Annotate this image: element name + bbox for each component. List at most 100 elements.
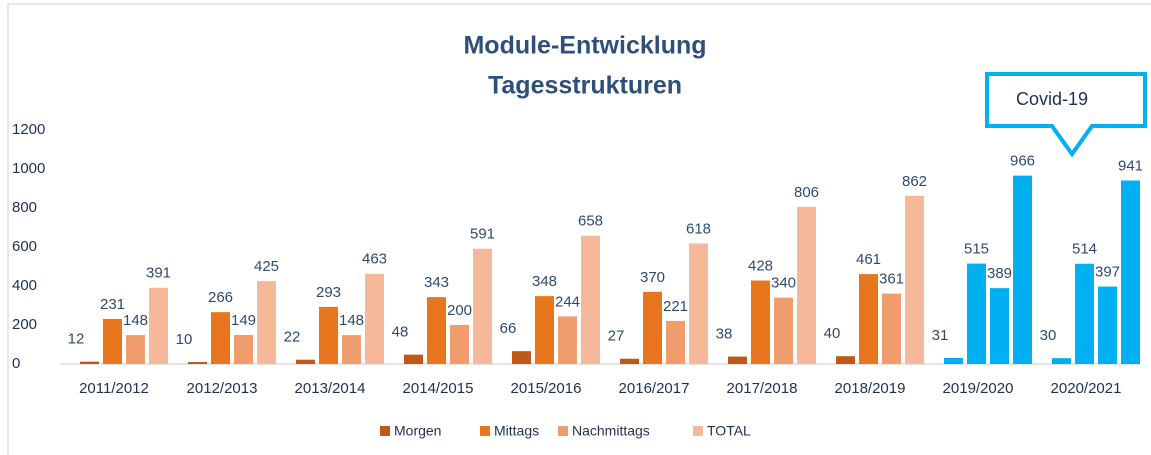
- legend-label: TOTAL: [707, 423, 751, 439]
- bar: [427, 297, 446, 364]
- bar: [365, 273, 384, 364]
- bar: [666, 320, 685, 364]
- bar: [689, 243, 708, 364]
- bar: [450, 325, 469, 364]
- value-label: 221: [663, 298, 688, 315]
- x-tick-label: 2015/2016: [511, 380, 582, 397]
- value-label: 40: [824, 325, 841, 342]
- value-label: 591: [470, 226, 495, 243]
- bar: [905, 195, 924, 364]
- value-label: 244: [555, 293, 580, 310]
- bar: [882, 293, 901, 364]
- value-label: 966: [1010, 153, 1035, 170]
- bar: [296, 359, 315, 364]
- bar: [1052, 358, 1071, 364]
- bar: [1098, 286, 1117, 364]
- bar: [103, 318, 122, 364]
- legend-swatch: [693, 426, 703, 436]
- value-label: 38: [716, 326, 733, 343]
- x-tick-label: 2020/2021: [1051, 380, 1122, 397]
- bar: [859, 274, 878, 364]
- value-label: 463: [362, 251, 387, 268]
- x-tick-label: 2016/2017: [619, 380, 690, 397]
- legend-label: Mittags: [494, 423, 539, 439]
- value-label: 200: [447, 302, 472, 319]
- x-tick-label: 2018/2019: [835, 380, 906, 397]
- y-tick-label: 1200: [12, 121, 45, 138]
- bar: [728, 356, 747, 364]
- bar: [535, 296, 554, 364]
- value-label: 48: [392, 324, 409, 341]
- value-label: 361: [879, 271, 904, 288]
- value-label: 428: [748, 258, 773, 275]
- y-tick-label: 1000: [12, 160, 45, 177]
- bar: [342, 335, 361, 364]
- x-tick-label: 2012/2013: [187, 380, 258, 397]
- value-label: 10: [176, 331, 193, 348]
- bar: [188, 362, 207, 364]
- value-label: 806: [794, 184, 819, 201]
- value-label: 231: [100, 296, 125, 313]
- value-label: 148: [123, 312, 148, 329]
- value-label: 148: [339, 312, 364, 329]
- bar: [967, 263, 986, 364]
- value-label: 27: [608, 328, 625, 345]
- y-tick-label: 800: [12, 199, 37, 216]
- bar: [126, 335, 145, 364]
- bar: [751, 280, 770, 364]
- x-tick-label: 2013/2014: [295, 380, 366, 397]
- chart-title: Module-Entwicklung: [463, 32, 706, 60]
- bar: [774, 297, 793, 364]
- bar: [836, 356, 855, 364]
- value-label: 149: [231, 312, 256, 329]
- bar: [473, 248, 492, 364]
- value-label: 515: [964, 241, 989, 258]
- bar: [404, 354, 423, 364]
- legend-label: Nachmittags: [572, 423, 650, 439]
- bar: [797, 206, 816, 364]
- bar: [149, 287, 168, 364]
- value-label: 293: [316, 284, 341, 301]
- value-label: 425: [254, 258, 279, 275]
- x-tick-label: 2011/2012: [79, 380, 149, 397]
- bar: [80, 361, 99, 364]
- x-tick-label: 2019/2020: [943, 380, 1014, 397]
- annotation-callout: Covid-19: [985, 72, 1147, 158]
- bar: [944, 357, 963, 364]
- y-tick-label: 200: [12, 316, 37, 333]
- bar: [234, 334, 253, 364]
- x-tick-label: 2014/2015: [403, 380, 474, 397]
- legend-swatch: [558, 426, 568, 436]
- legend-swatch: [380, 426, 390, 436]
- value-label: 389: [987, 265, 1012, 282]
- bar: [558, 316, 577, 364]
- bar: [257, 281, 276, 364]
- annotation-text: Covid-19: [1016, 89, 1088, 109]
- value-label: 618: [686, 220, 711, 237]
- bar: [1013, 175, 1032, 364]
- bar: [211, 312, 230, 364]
- bar: [643, 291, 662, 364]
- bar: [990, 288, 1009, 364]
- y-tick-label: 600: [12, 238, 37, 255]
- legend-swatch: [480, 426, 490, 436]
- value-label: 862: [902, 173, 927, 190]
- value-label: 370: [640, 269, 665, 286]
- value-label: 31: [932, 327, 949, 344]
- value-label: 397: [1095, 264, 1120, 281]
- value-label: 340: [771, 275, 796, 292]
- value-label: 941: [1118, 157, 1143, 174]
- bar: [620, 358, 639, 364]
- value-label: 461: [856, 251, 881, 268]
- callout-box: [985, 72, 1147, 158]
- value-label: 66: [500, 320, 517, 337]
- value-label: 266: [208, 289, 233, 306]
- bar: [1121, 180, 1140, 364]
- value-label: 514: [1072, 241, 1097, 258]
- y-tick-label: 0: [12, 355, 20, 372]
- value-label: 12: [68, 331, 85, 348]
- value-label: 22: [284, 329, 301, 346]
- value-label: 391: [146, 265, 171, 282]
- chart-title: Tagesstrukturen: [488, 72, 682, 100]
- value-label: 348: [532, 273, 557, 290]
